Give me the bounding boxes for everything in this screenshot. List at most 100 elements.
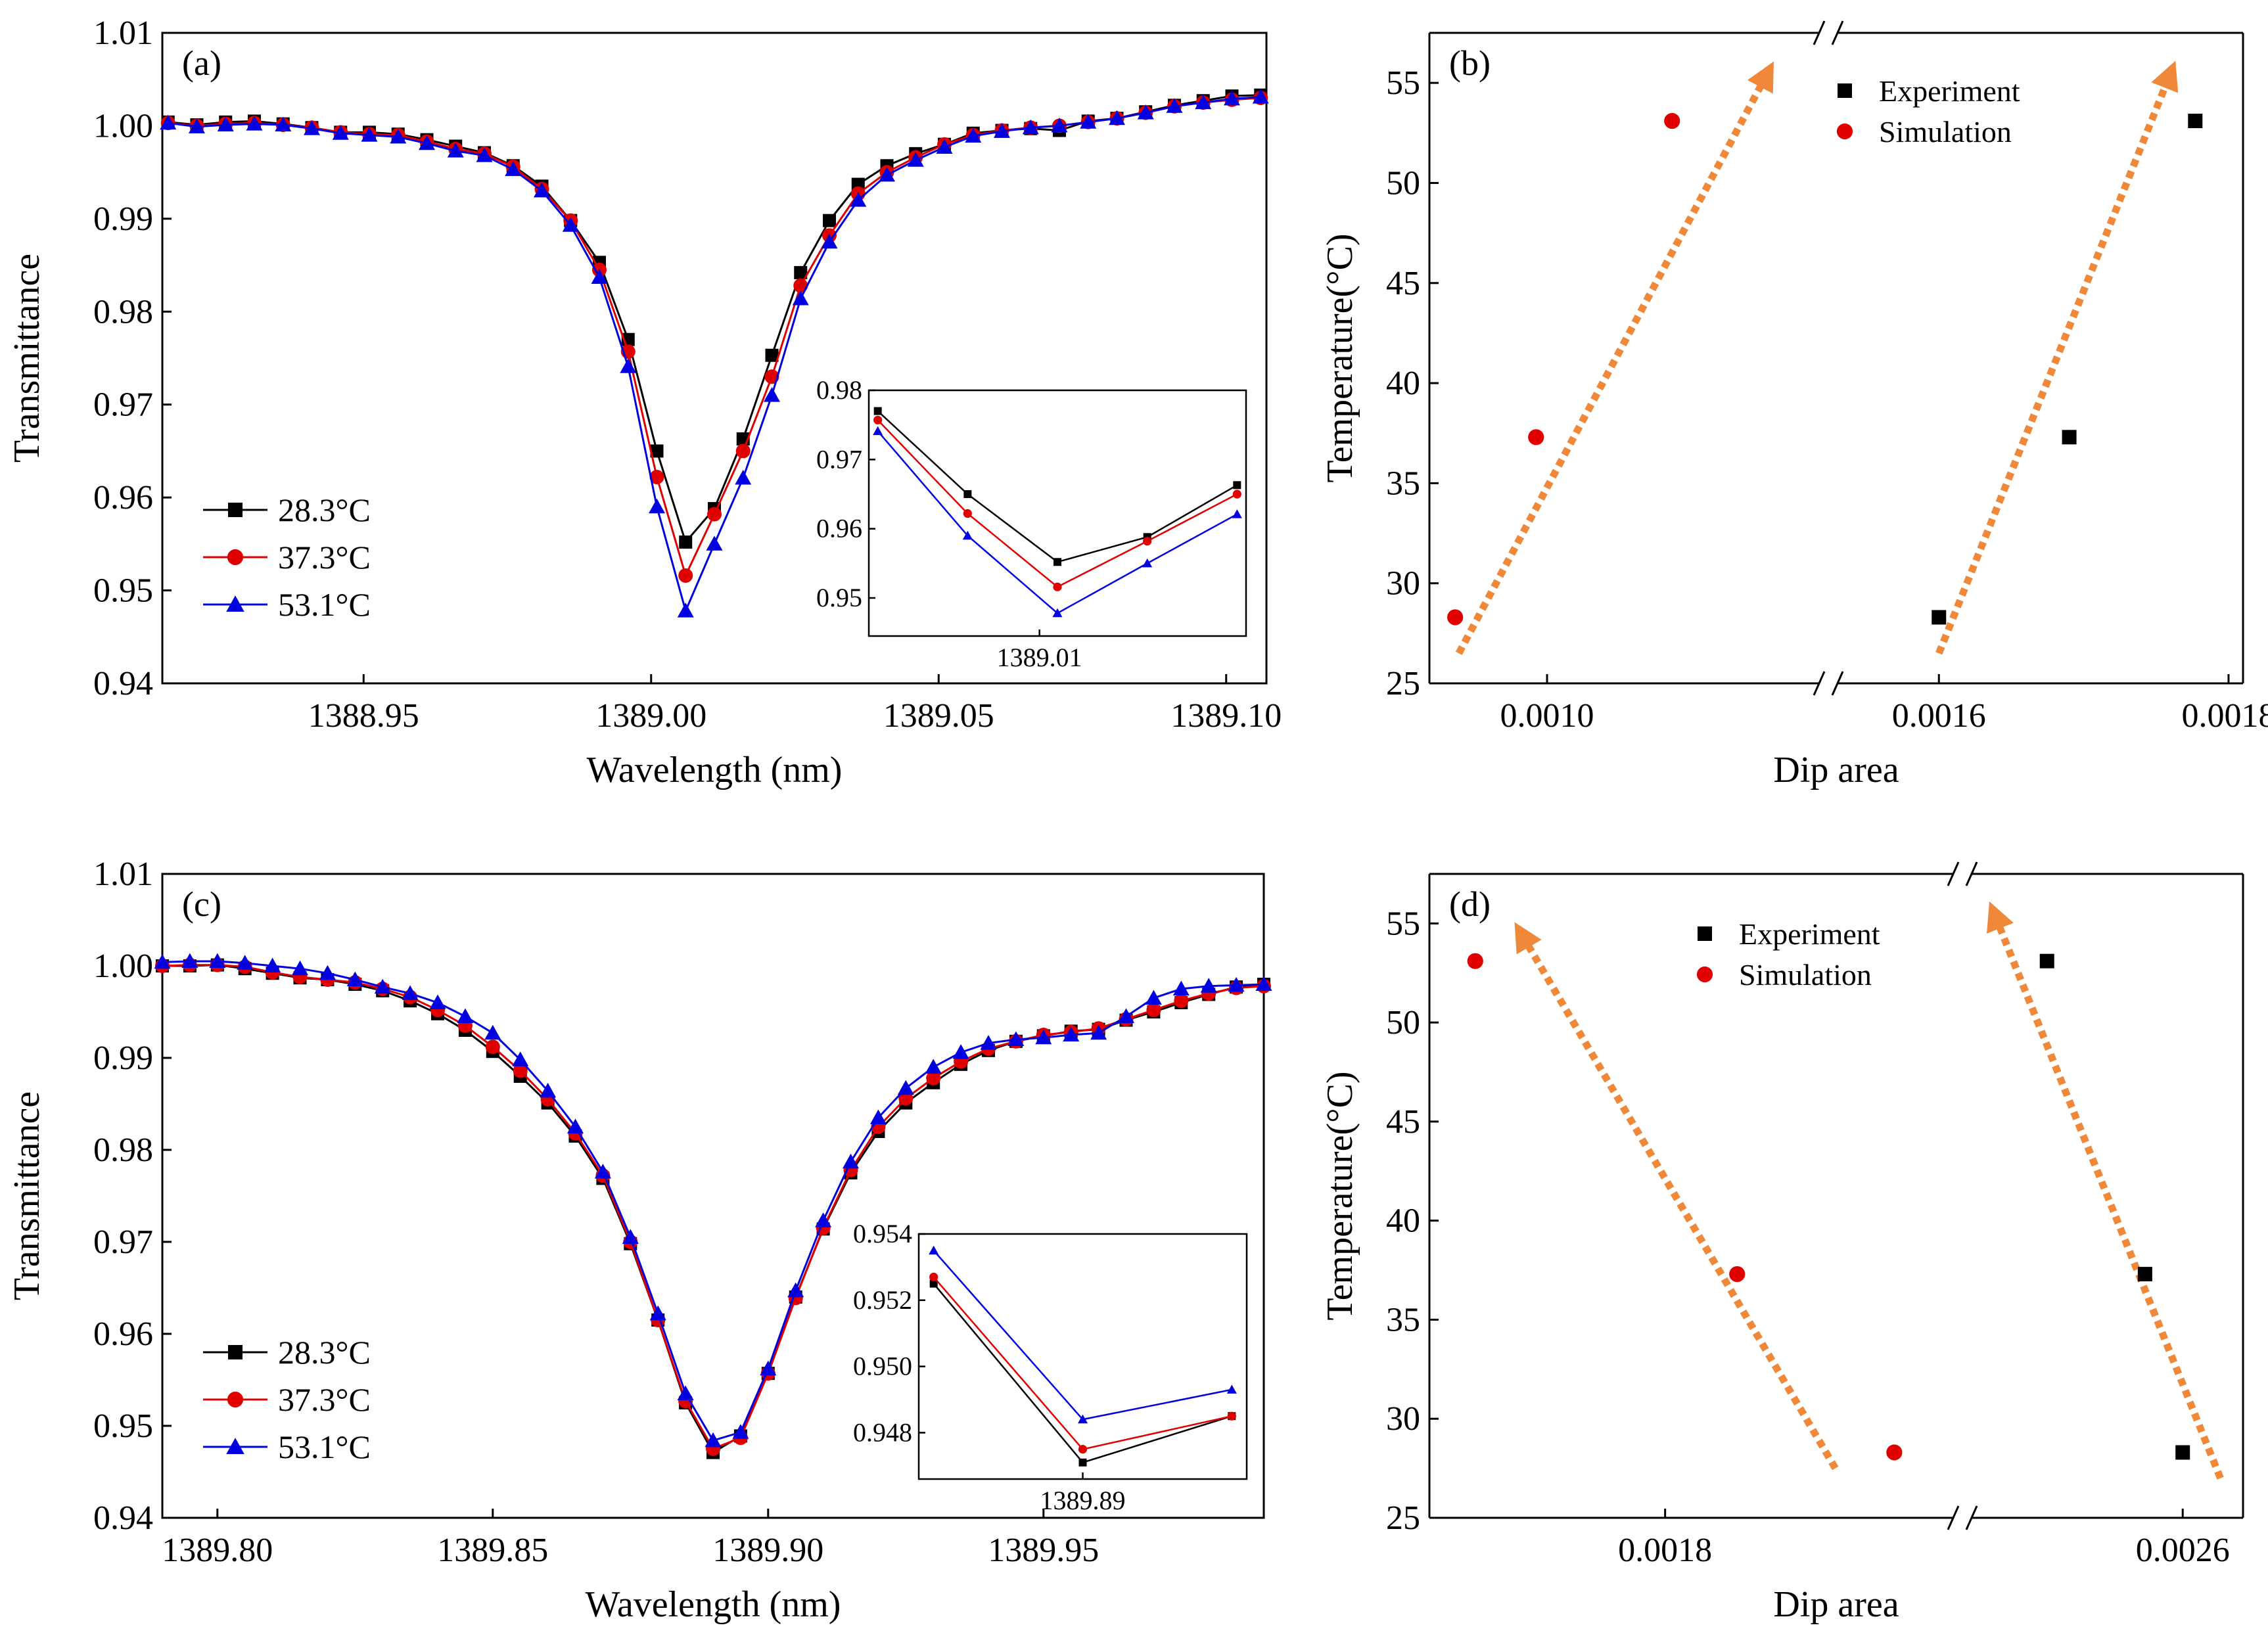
trend-arrow [1986,901,2224,1480]
data-point [821,233,838,249]
inset-data-point [1143,537,1152,546]
y-tick-label: 0.99 [93,200,153,238]
data-point [622,1229,639,1244]
data-point [765,348,779,362]
inset-data-point [1078,1445,1088,1454]
data-point [534,182,550,198]
legend-marker [1838,83,1852,98]
data-point [823,214,836,227]
x-tick-label: 1389.90 [712,1532,823,1569]
data-point [965,127,982,143]
data-point [649,498,665,514]
data-point [760,1360,777,1376]
data-point [1051,117,1068,133]
data-point [1022,119,1039,135]
legend-marker [227,1391,244,1408]
data-point [2137,1267,2152,1282]
legend-label: Simulation [1879,115,2012,148]
y-tick-label: 0.97 [93,386,153,424]
data-point [936,139,953,154]
inset-frame [868,389,1247,637]
legend-label: 28.3°C [278,1334,371,1371]
x-axis-label: Dip area [1773,750,1899,790]
data-point [1447,609,1464,626]
x-axis-label: Wavelength (nm) [586,1584,841,1625]
y-tick-label: 1.01 [93,855,153,893]
legend-label: Simulation [1739,958,1872,992]
data-point [869,1109,887,1124]
y-tick-label: 45 [1386,1103,1420,1141]
data-point [1228,976,1245,992]
panel-label: (b) [1449,43,1491,83]
data-point [419,135,435,150]
data-point [787,1282,804,1298]
data-point [732,1424,749,1439]
y-tick-label: 1.00 [93,107,153,145]
data-point [390,128,407,144]
data-point [907,152,924,167]
data-point [1166,98,1183,113]
data-point [332,125,349,140]
y-tick-label: 0.96 [93,479,153,516]
data-point [512,1051,529,1066]
data-point [209,953,226,968]
data-point [980,1035,997,1050]
inset-y-tick-label: 0.948 [853,1417,912,1447]
inset-y-tick-label: 0.98 [816,375,862,405]
legend-marker [228,503,243,517]
plot-frame [161,873,1265,1519]
y-axis-label: Temperature(°C) [1320,1071,1360,1320]
y-tick-label: 40 [1386,365,1420,402]
data-point [292,960,308,976]
x-tick-label: 0.0018 [2181,697,2268,735]
x-tick-label: 1389.95 [988,1532,1099,1569]
inset-data-point [873,415,883,424]
inset-data-point [1053,582,1062,591]
data-point [850,192,867,207]
inset-data-point [873,426,883,436]
data-point [1090,1024,1107,1040]
data-point [476,147,493,162]
y-tick-label: 25 [1386,665,1420,702]
axis-break-mark [1831,671,1844,696]
inset-y-tick-label: 0.96 [816,514,862,543]
data-point [319,965,336,980]
y-tick-label: 30 [1386,565,1420,603]
data-point [1528,429,1544,445]
y-tick-label: 0.94 [93,665,153,702]
data-point [792,290,809,306]
inset-y-tick-label: 0.954 [853,1219,912,1248]
x-tick-label: 0.0018 [1618,1532,1712,1569]
legend-label: 53.1°C [278,1428,371,1465]
inset-data-point [1142,558,1153,568]
y-tick-label: 55 [1386,64,1420,102]
axis-break-mark [1831,20,1844,45]
inset-data-point [1226,1384,1237,1394]
legend-marker [226,1438,244,1454]
data-point [275,116,292,132]
data-point [1252,89,1269,104]
data-point [217,116,234,132]
data-point [594,1164,611,1179]
legend-marker [1698,926,1712,941]
data-point [1200,978,1217,993]
plot-frame [161,32,1268,685]
inset-data-point [1233,481,1241,490]
data-point [1729,1266,1746,1283]
data-point [374,978,391,994]
axis-break-mark [1965,861,1978,886]
data-point [447,143,464,158]
data-point [926,1070,941,1085]
inset-x-tick-label: 1389.89 [1040,1486,1126,1515]
y-axis-label: Transmittance [7,254,47,463]
inset-data-point [1053,558,1061,566]
y-tick-label: 0.94 [93,1499,153,1537]
data-point [764,387,780,402]
data-point [1174,993,1189,1009]
data-point [2188,114,2203,129]
x-tick-label: 1389.10 [1170,697,1282,735]
data-point [540,1082,557,1098]
inset-data-point [929,1272,938,1282]
x-tick-label: 1388.95 [308,697,419,735]
